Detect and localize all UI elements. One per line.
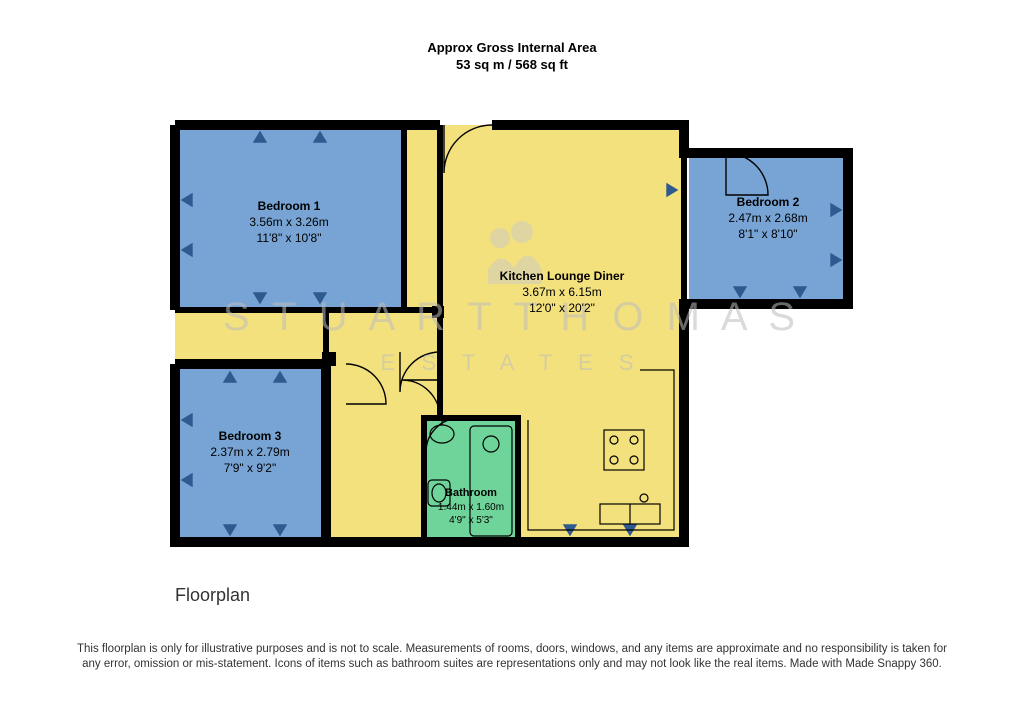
header-line2: 53 sq m / 568 sq ft [0,57,1024,74]
floorplan-stage: S T U A R T T H O M A S E S T A T E S Be… [170,120,854,570]
plan-title: Floorplan [175,585,250,606]
label-kld-m: 3.67m x 6.15m [522,285,601,299]
label-bed3-m: 2.37m x 2.79m [210,445,289,459]
label-kld-ft: 12'0" x 20'2" [529,301,595,315]
disclaimer: This floorplan is only for illustrative … [70,642,954,673]
page: Approx Gross Internal Area 53 sq m / 568… [0,0,1024,701]
label-bed2-name: Bedroom 2 [737,195,800,209]
header-line1: Approx Gross Internal Area [0,40,1024,57]
label-bed1-name: Bedroom 1 [258,199,321,213]
label-bed1-m: 3.56m x 3.26m [249,215,328,229]
label-bed3-name: Bedroom 3 [219,429,282,443]
label-bed3-ft: 7'9" x 9'2" [224,461,276,475]
pillar-1 [322,352,336,366]
label-bath-m: 1.44m x 1.60m [438,502,504,513]
floorplan-svg: S T U A R T T H O M A S E S T A T E S Be… [170,120,854,570]
label-bed2-m: 2.47m x 2.68m [728,211,807,225]
label-bath-ft: 4'9" x 5'3" [449,515,493,526]
room-lobby [404,125,440,310]
header: Approx Gross Internal Area 53 sq m / 568… [0,40,1024,74]
label-kld-name: Kitchen Lounge Diner [500,269,625,283]
label-bath-name: Bathroom [445,487,497,499]
label-bed2-ft: 8'1" x 8'10" [738,227,797,241]
watermark-line2: E S T A T E S [381,350,644,375]
watermark-line1: S T U A R T T H O M A S [223,295,801,339]
label-bed1-ft: 11'8" x 10'8" [257,231,322,245]
